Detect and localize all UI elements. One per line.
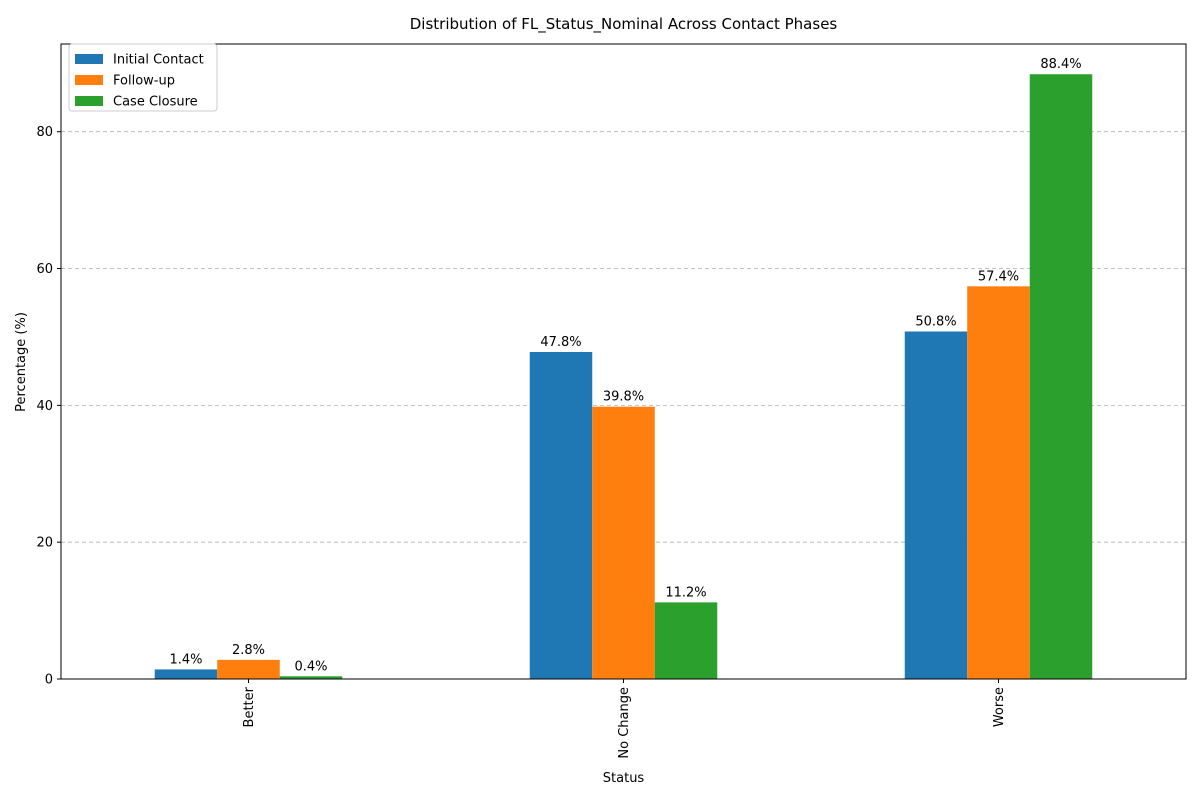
legend-label: Case Closure bbox=[113, 95, 198, 110]
bar bbox=[967, 286, 1030, 679]
bar bbox=[592, 406, 655, 679]
bar bbox=[529, 351, 593, 679]
y-tick-label: 0 bbox=[45, 673, 53, 688]
bar-value-label: 11.2% bbox=[665, 585, 706, 600]
bar-value-labels: 1.4% 2.8% 0.4% 47.8% 39.8% 11.2% 50.8% 57.4% 88.… bbox=[169, 57, 1081, 674]
x-tick-label: Worse bbox=[992, 687, 1007, 727]
bar-value-label: 47.8% bbox=[540, 335, 581, 350]
legend-label: Initial Contact bbox=[113, 53, 204, 68]
bar-value-label: 2.8% bbox=[232, 643, 265, 658]
bar bbox=[1029, 74, 1093, 679]
bar bbox=[904, 331, 968, 679]
legend-swatch bbox=[75, 75, 103, 85]
x-axis-label: Status bbox=[603, 771, 645, 786]
legend-swatch bbox=[75, 96, 103, 106]
legend-swatch bbox=[75, 54, 103, 64]
bar-value-label: 88.4% bbox=[1040, 57, 1081, 72]
bar-value-label: 1.4% bbox=[169, 652, 202, 667]
bar bbox=[154, 669, 218, 679]
bar-value-label: 0.4% bbox=[294, 659, 327, 674]
bar bbox=[217, 659, 280, 679]
x-tick-label: No Change bbox=[617, 687, 632, 759]
bar-value-label: 39.8% bbox=[603, 390, 644, 405]
bars bbox=[154, 74, 1093, 679]
y-tick-label: 80 bbox=[36, 125, 53, 140]
legend-label: Follow-up bbox=[113, 74, 175, 89]
bar-value-label: 57.4% bbox=[978, 269, 1019, 284]
bar-value-label: 50.8% bbox=[915, 314, 956, 329]
legend-box bbox=[68, 43, 218, 112]
x-tick-label: Better bbox=[242, 686, 257, 727]
y-tick-label: 60 bbox=[36, 262, 53, 277]
bar bbox=[279, 676, 343, 679]
y-axis-ticks: 0 20 40 60 80 bbox=[36, 125, 61, 688]
x-axis-ticks: Better No Change Worse bbox=[242, 679, 1007, 759]
legend: Initial Contact Follow-up Case Closure bbox=[68, 43, 218, 112]
chart-title: Distribution of FL_Status_Nominal Across… bbox=[410, 15, 838, 34]
y-axis-label: Percentage (%) bbox=[14, 312, 29, 412]
bar bbox=[654, 602, 718, 679]
y-tick-label: 40 bbox=[36, 399, 53, 414]
y-tick-label: 20 bbox=[36, 536, 53, 551]
